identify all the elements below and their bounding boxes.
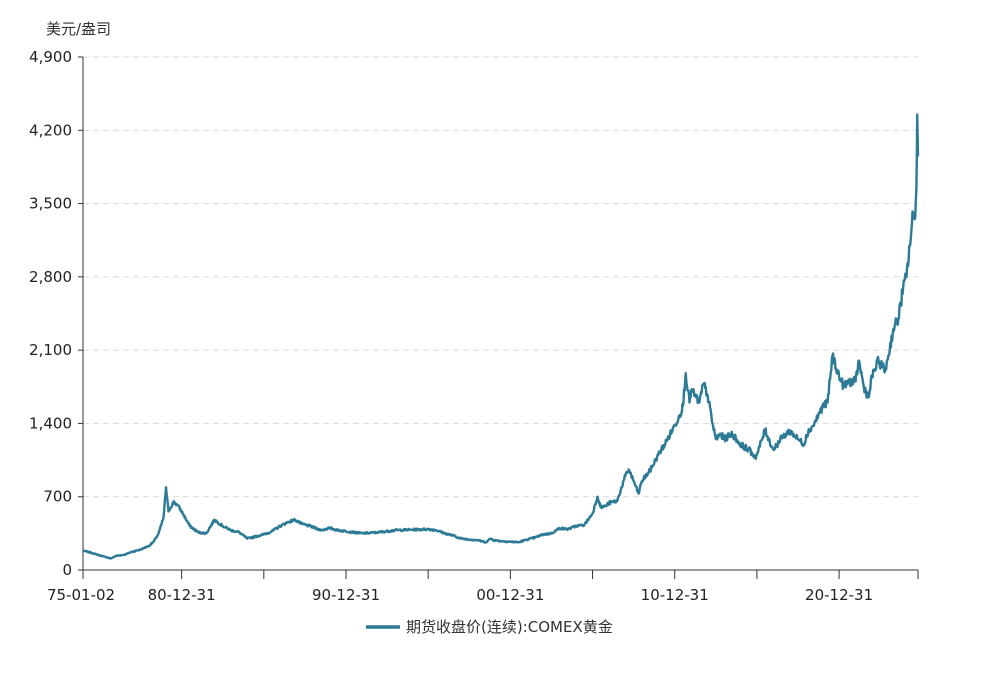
y-tick-label: 4,900 xyxy=(29,48,72,66)
x-tick-label: 00-12-31 xyxy=(476,586,544,604)
series-line-comex-gold xyxy=(82,113,920,560)
legend-series-name: 期货收盘价(连续):COMEX黄金 xyxy=(406,618,613,636)
series-layer xyxy=(82,113,920,560)
legend[interactable]: 期货收盘价(连续):COMEX黄金 xyxy=(366,618,613,636)
x-tick-label: 90-12-31 xyxy=(312,586,380,604)
y-tick-label: 2,800 xyxy=(29,268,72,286)
y-tick-label: 2,100 xyxy=(29,341,72,359)
y-axis: 0 700 1,400 2,100 2,800 3,500 4,200 4,900 xyxy=(29,48,84,579)
y-tick-label: 700 xyxy=(43,488,72,506)
y-axis-unit-label: 美元/盎司 xyxy=(46,20,111,38)
x-tick-label: 80-12-31 xyxy=(148,586,216,604)
y-tick-label: 0 xyxy=(62,561,72,579)
y-tick-label: 4,200 xyxy=(29,121,72,139)
y-tick-label: 1,400 xyxy=(29,414,72,432)
x-tick-label: 75-01-02 xyxy=(47,586,115,604)
grid-lines xyxy=(83,56,918,498)
x-axis: 75-01-02 80-12-31 90-12-31 00-12-31 10-12-31… xyxy=(47,569,919,604)
y-tick-label: 3,500 xyxy=(29,195,72,213)
x-tick-label: 20-12-31 xyxy=(805,586,873,604)
x-tick-label: 10-12-31 xyxy=(641,586,709,604)
